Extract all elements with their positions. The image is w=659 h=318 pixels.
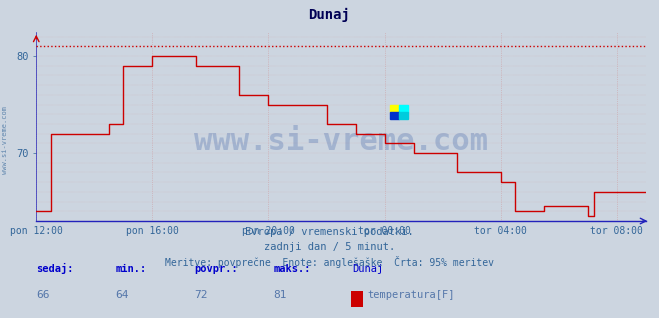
Text: www.si-vreme.com: www.si-vreme.com (2, 106, 9, 174)
Bar (399, 112, 408, 119)
Text: 81: 81 (273, 290, 287, 300)
Text: temperatura[F]: temperatura[F] (368, 290, 455, 300)
Text: 64: 64 (115, 290, 129, 300)
Bar (390, 112, 399, 119)
Text: Evropa / vremenski podatki.: Evropa / vremenski podatki. (245, 227, 414, 237)
Text: povpr.:: povpr.: (194, 264, 238, 274)
Text: Dunaj: Dunaj (308, 8, 351, 22)
Text: sedaj:: sedaj: (36, 263, 74, 274)
Text: 72: 72 (194, 290, 208, 300)
Text: www.si-vreme.com: www.si-vreme.com (194, 127, 488, 156)
Text: maks.:: maks.: (273, 264, 311, 274)
Bar (390, 105, 399, 112)
Text: Meritve: povprečne  Enote: anglešaške  Črta: 95% meritev: Meritve: povprečne Enote: anglešaške Črt… (165, 256, 494, 268)
Bar (399, 105, 408, 112)
Text: 66: 66 (36, 290, 49, 300)
Text: min.:: min.: (115, 264, 146, 274)
Text: zadnji dan / 5 minut.: zadnji dan / 5 minut. (264, 242, 395, 252)
Text: Dunaj: Dunaj (353, 264, 384, 274)
